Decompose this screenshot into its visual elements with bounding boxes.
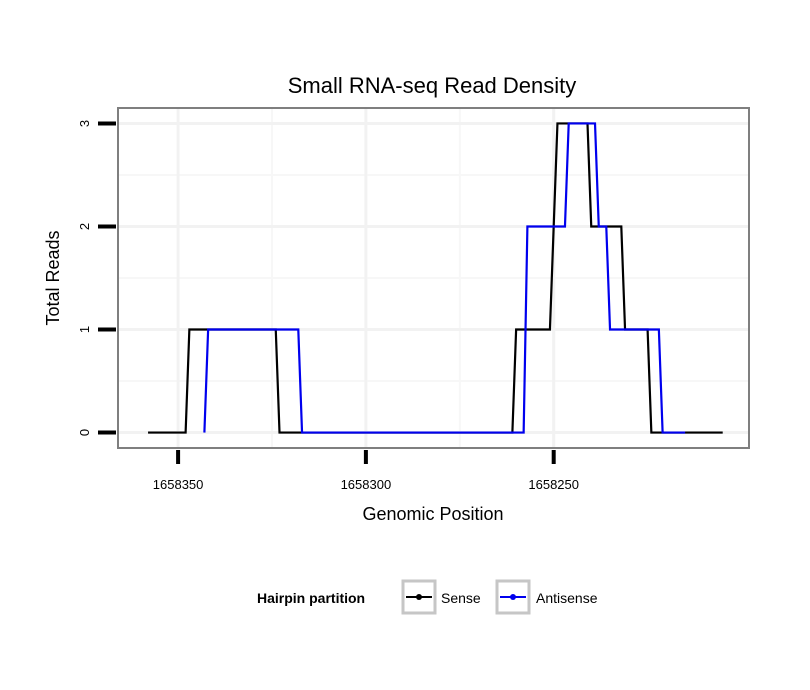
legend-item-sense: Sense — [401, 579, 481, 615]
legend-label-antisense: Antisense — [536, 590, 598, 606]
series-line-antisense — [203, 122, 686, 434]
series-layer — [148, 122, 723, 434]
legend-key-antisense — [495, 579, 531, 615]
y-tick-label: 3 — [77, 120, 92, 127]
legend-label-sense: Sense — [441, 590, 481, 606]
legend-point-antisense — [510, 594, 516, 600]
y-tick-label: 2 — [77, 223, 92, 230]
legend-point-sense — [416, 594, 422, 600]
plot-frame — [117, 107, 750, 449]
y-tick-label: 0 — [77, 429, 92, 436]
grid-lines — [118, 108, 749, 448]
x-tick-label: 1658300 — [341, 477, 392, 492]
legend: Hairpin partition Sense Antisense — [257, 579, 598, 615]
legend-title: Hairpin partition — [257, 590, 365, 606]
y-axis-title: Total Reads — [43, 230, 63, 325]
legend-item-antisense: Antisense — [495, 579, 598, 615]
chart-title: Small RNA-seq Read Density — [288, 73, 577, 98]
x-axis-title: Genomic Position — [362, 504, 503, 524]
x-axis-ticks: 1658350 1658300 1658250 — [153, 450, 579, 492]
x-tick-label: 1658250 — [528, 477, 579, 492]
y-axis-ticks: 0 1 2 3 — [77, 120, 116, 436]
x-tick-label: 1658350 — [153, 477, 204, 492]
y-tick-label: 1 — [77, 326, 92, 333]
legend-key-sense — [401, 579, 437, 615]
